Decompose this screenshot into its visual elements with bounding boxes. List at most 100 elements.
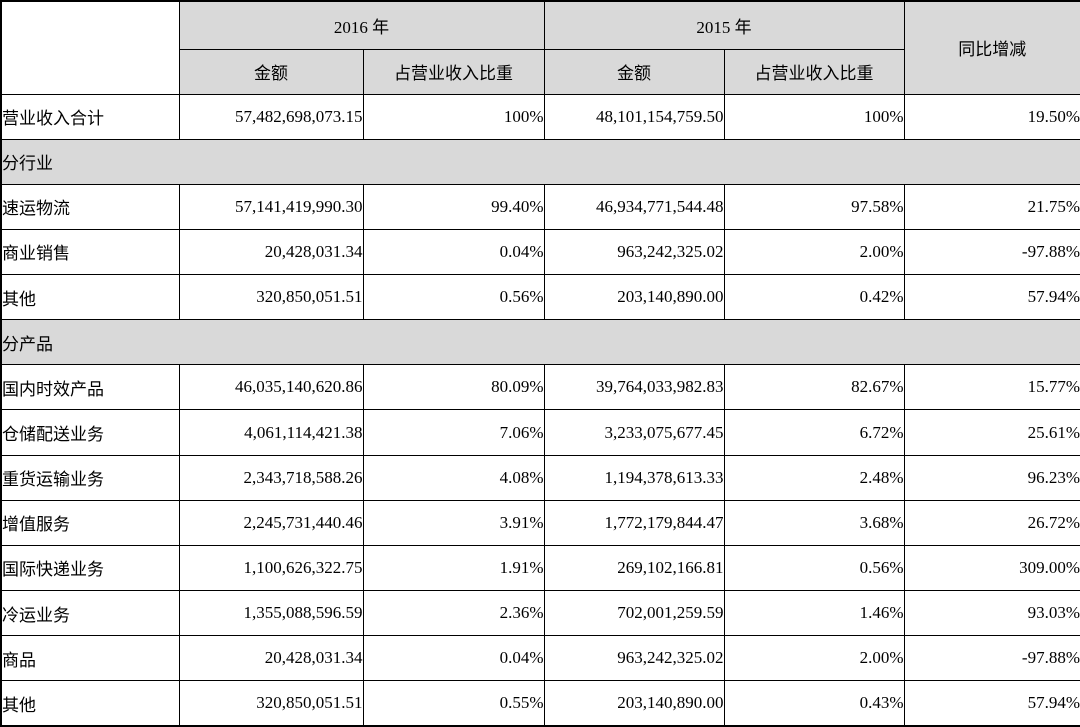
table-row-express-logistics: 速运物流 57,141,419,990.30 99.40% 46,934,771…: [0, 183, 1080, 230]
amount-2016: 2,245,731,440.46: [178, 499, 364, 546]
row-label: 增值服务: [0, 499, 180, 546]
row-label: 速运物流: [0, 183, 180, 230]
ratio-2015: 3.68%: [723, 499, 905, 546]
row-label: 重货运输业务: [0, 454, 180, 501]
ratio-2015: 100%: [723, 93, 905, 140]
corner-cell: [0, 0, 180, 95]
ratio-2016: 80.09%: [362, 364, 545, 411]
section-label: 分行业: [0, 138, 1080, 185]
table-row-other-industry: 其他 320,850,051.51 0.56% 203,140,890.00 0…: [0, 274, 1080, 321]
ratio-2015: 2.00%: [723, 635, 905, 682]
ratio-2015: 0.56%: [723, 544, 905, 592]
ratio-2016: 0.04%: [362, 228, 545, 276]
ratio-2015: 97.58%: [723, 183, 905, 230]
header-yoy: 同比增减: [903, 0, 1080, 95]
row-label: 冷运业务: [0, 590, 180, 637]
header-2015: 2015 年: [543, 0, 905, 50]
amount-2016: 4,061,114,421.38: [178, 409, 364, 456]
yoy-change: 309.00%: [903, 544, 1080, 592]
amount-2016: 1,355,088,596.59: [178, 590, 364, 637]
amount-2015: 963,242,325.02: [543, 228, 725, 276]
table-row-heavy-freight: 重货运输业务 2,343,718,588.26 4.08% 1,194,378,…: [0, 454, 1080, 501]
section-row-by-industry: 分行业: [0, 138, 1080, 185]
ratio-2016: 0.04%: [362, 635, 545, 682]
row-label: 国内时效产品: [0, 364, 180, 411]
ratio-2015: 82.67%: [723, 364, 905, 411]
amount-2015: 963,242,325.02: [543, 635, 725, 682]
section-row-by-product: 分产品: [0, 319, 1080, 366]
ratio-2015: 6.72%: [723, 409, 905, 456]
amount-2016: 57,482,698,073.15: [178, 93, 364, 140]
yoy-change: 93.03%: [903, 590, 1080, 637]
yoy-change: 15.77%: [903, 364, 1080, 411]
ratio-2016: 1.91%: [362, 544, 545, 592]
yoy-change: 96.23%: [903, 454, 1080, 501]
amount-2015: 1,772,179,844.47: [543, 499, 725, 546]
table-row-other-product: 其他 320,850,051.51 0.55% 203,140,890.00 0…: [0, 680, 1080, 727]
amount-2015: 269,102,166.81: [543, 544, 725, 592]
ratio-2015: 0.43%: [723, 680, 905, 727]
amount-2016: 320,850,051.51: [178, 274, 364, 321]
amount-2015: 1,194,378,613.33: [543, 454, 725, 501]
table-row-value-added-services: 增值服务 2,245,731,440.46 3.91% 1,772,179,84…: [0, 499, 1080, 546]
amount-2015: 3,233,075,677.45: [543, 409, 725, 456]
ratio-2016: 4.08%: [362, 454, 545, 501]
amount-2016: 20,428,031.34: [178, 635, 364, 682]
header-ratio-2015: 占营业收入比重: [723, 48, 905, 95]
amount-2015: 203,140,890.00: [543, 274, 725, 321]
yoy-change: -97.88%: [903, 228, 1080, 276]
table-row-cold-chain: 冷运业务 1,355,088,596.59 2.36% 702,001,259.…: [0, 590, 1080, 637]
header-row-years: 2016 年 2015 年 同比增减: [0, 0, 1080, 95]
header-2016: 2016 年: [178, 0, 545, 50]
amount-2016: 2,343,718,588.26: [178, 454, 364, 501]
ratio-2016: 7.06%: [362, 409, 545, 456]
table-row-total-revenue: 营业收入合计 57,482,698,073.15 100% 48,101,154…: [0, 93, 1080, 140]
yoy-change: 21.75%: [903, 183, 1080, 230]
ratio-2015: 2.48%: [723, 454, 905, 501]
ratio-2016: 0.56%: [362, 274, 545, 321]
amount-2016: 46,035,140,620.86: [178, 364, 364, 411]
header-ratio-2016: 占营业收入比重: [362, 48, 545, 95]
header-row-subcolumns: 金额 占营业收入比重 金额 占营业收入比重: [1, 48, 1080, 95]
row-label: 营业收入合计: [0, 93, 180, 140]
ratio-2016: 0.55%: [362, 680, 545, 727]
amount-2015: 39,764,033,982.83: [543, 364, 725, 411]
header-amount-2015: 金额: [543, 48, 725, 95]
amount-2015: 48,101,154,759.50: [543, 93, 725, 140]
row-label: 商品: [0, 635, 180, 682]
section-label: 分产品: [0, 319, 1080, 366]
ratio-2015: 2.00%: [723, 228, 905, 276]
amount-2016: 57,141,419,990.30: [178, 183, 364, 230]
amount-2016: 320,850,051.51: [178, 680, 364, 727]
row-label: 国际快递业务: [0, 544, 180, 592]
ratio-2016: 100%: [362, 93, 545, 140]
yoy-change: 25.61%: [903, 409, 1080, 456]
yoy-change: -97.88%: [903, 635, 1080, 682]
table-row-international-express: 国际快递业务 1,100,626,322.75 1.91% 269,102,16…: [0, 544, 1080, 592]
row-label: 商业销售: [0, 228, 180, 276]
amount-2015: 46,934,771,544.48: [543, 183, 725, 230]
ratio-2016: 3.91%: [362, 499, 545, 546]
amount-2015: 702,001,259.59: [543, 590, 725, 637]
yoy-change: 57.94%: [903, 680, 1080, 727]
yoy-change: 19.50%: [903, 93, 1080, 140]
yoy-change: 57.94%: [903, 274, 1080, 321]
row-label: 其他: [0, 274, 180, 321]
ratio-2016: 99.40%: [362, 183, 545, 230]
ratio-2015: 1.46%: [723, 590, 905, 637]
table-row-merchandise: 商品 20,428,031.34 0.04% 963,242,325.02 2.…: [0, 635, 1080, 682]
amount-2016: 1,100,626,322.75: [178, 544, 364, 592]
ratio-2015: 0.42%: [723, 274, 905, 321]
table-row-commercial-sales: 商业销售 20,428,031.34 0.04% 963,242,325.02 …: [0, 228, 1080, 276]
header-amount-2016: 金额: [178, 48, 364, 95]
row-label: 仓储配送业务: [0, 409, 180, 456]
amount-2016: 20,428,031.34: [178, 228, 364, 276]
amount-2015: 203,140,890.00: [543, 680, 725, 727]
yoy-change: 26.72%: [903, 499, 1080, 546]
table-row-domestic-time-definite: 国内时效产品 46,035,140,620.86 80.09% 39,764,0…: [0, 364, 1080, 411]
table-row-warehousing-distribution: 仓储配送业务 4,061,114,421.38 7.06% 3,233,075,…: [0, 409, 1080, 456]
ratio-2016: 2.36%: [362, 590, 545, 637]
row-label: 其他: [0, 680, 180, 727]
